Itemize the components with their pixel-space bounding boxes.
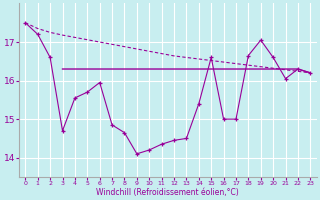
X-axis label: Windchill (Refroidissement éolien,°C): Windchill (Refroidissement éolien,°C)	[96, 188, 239, 197]
